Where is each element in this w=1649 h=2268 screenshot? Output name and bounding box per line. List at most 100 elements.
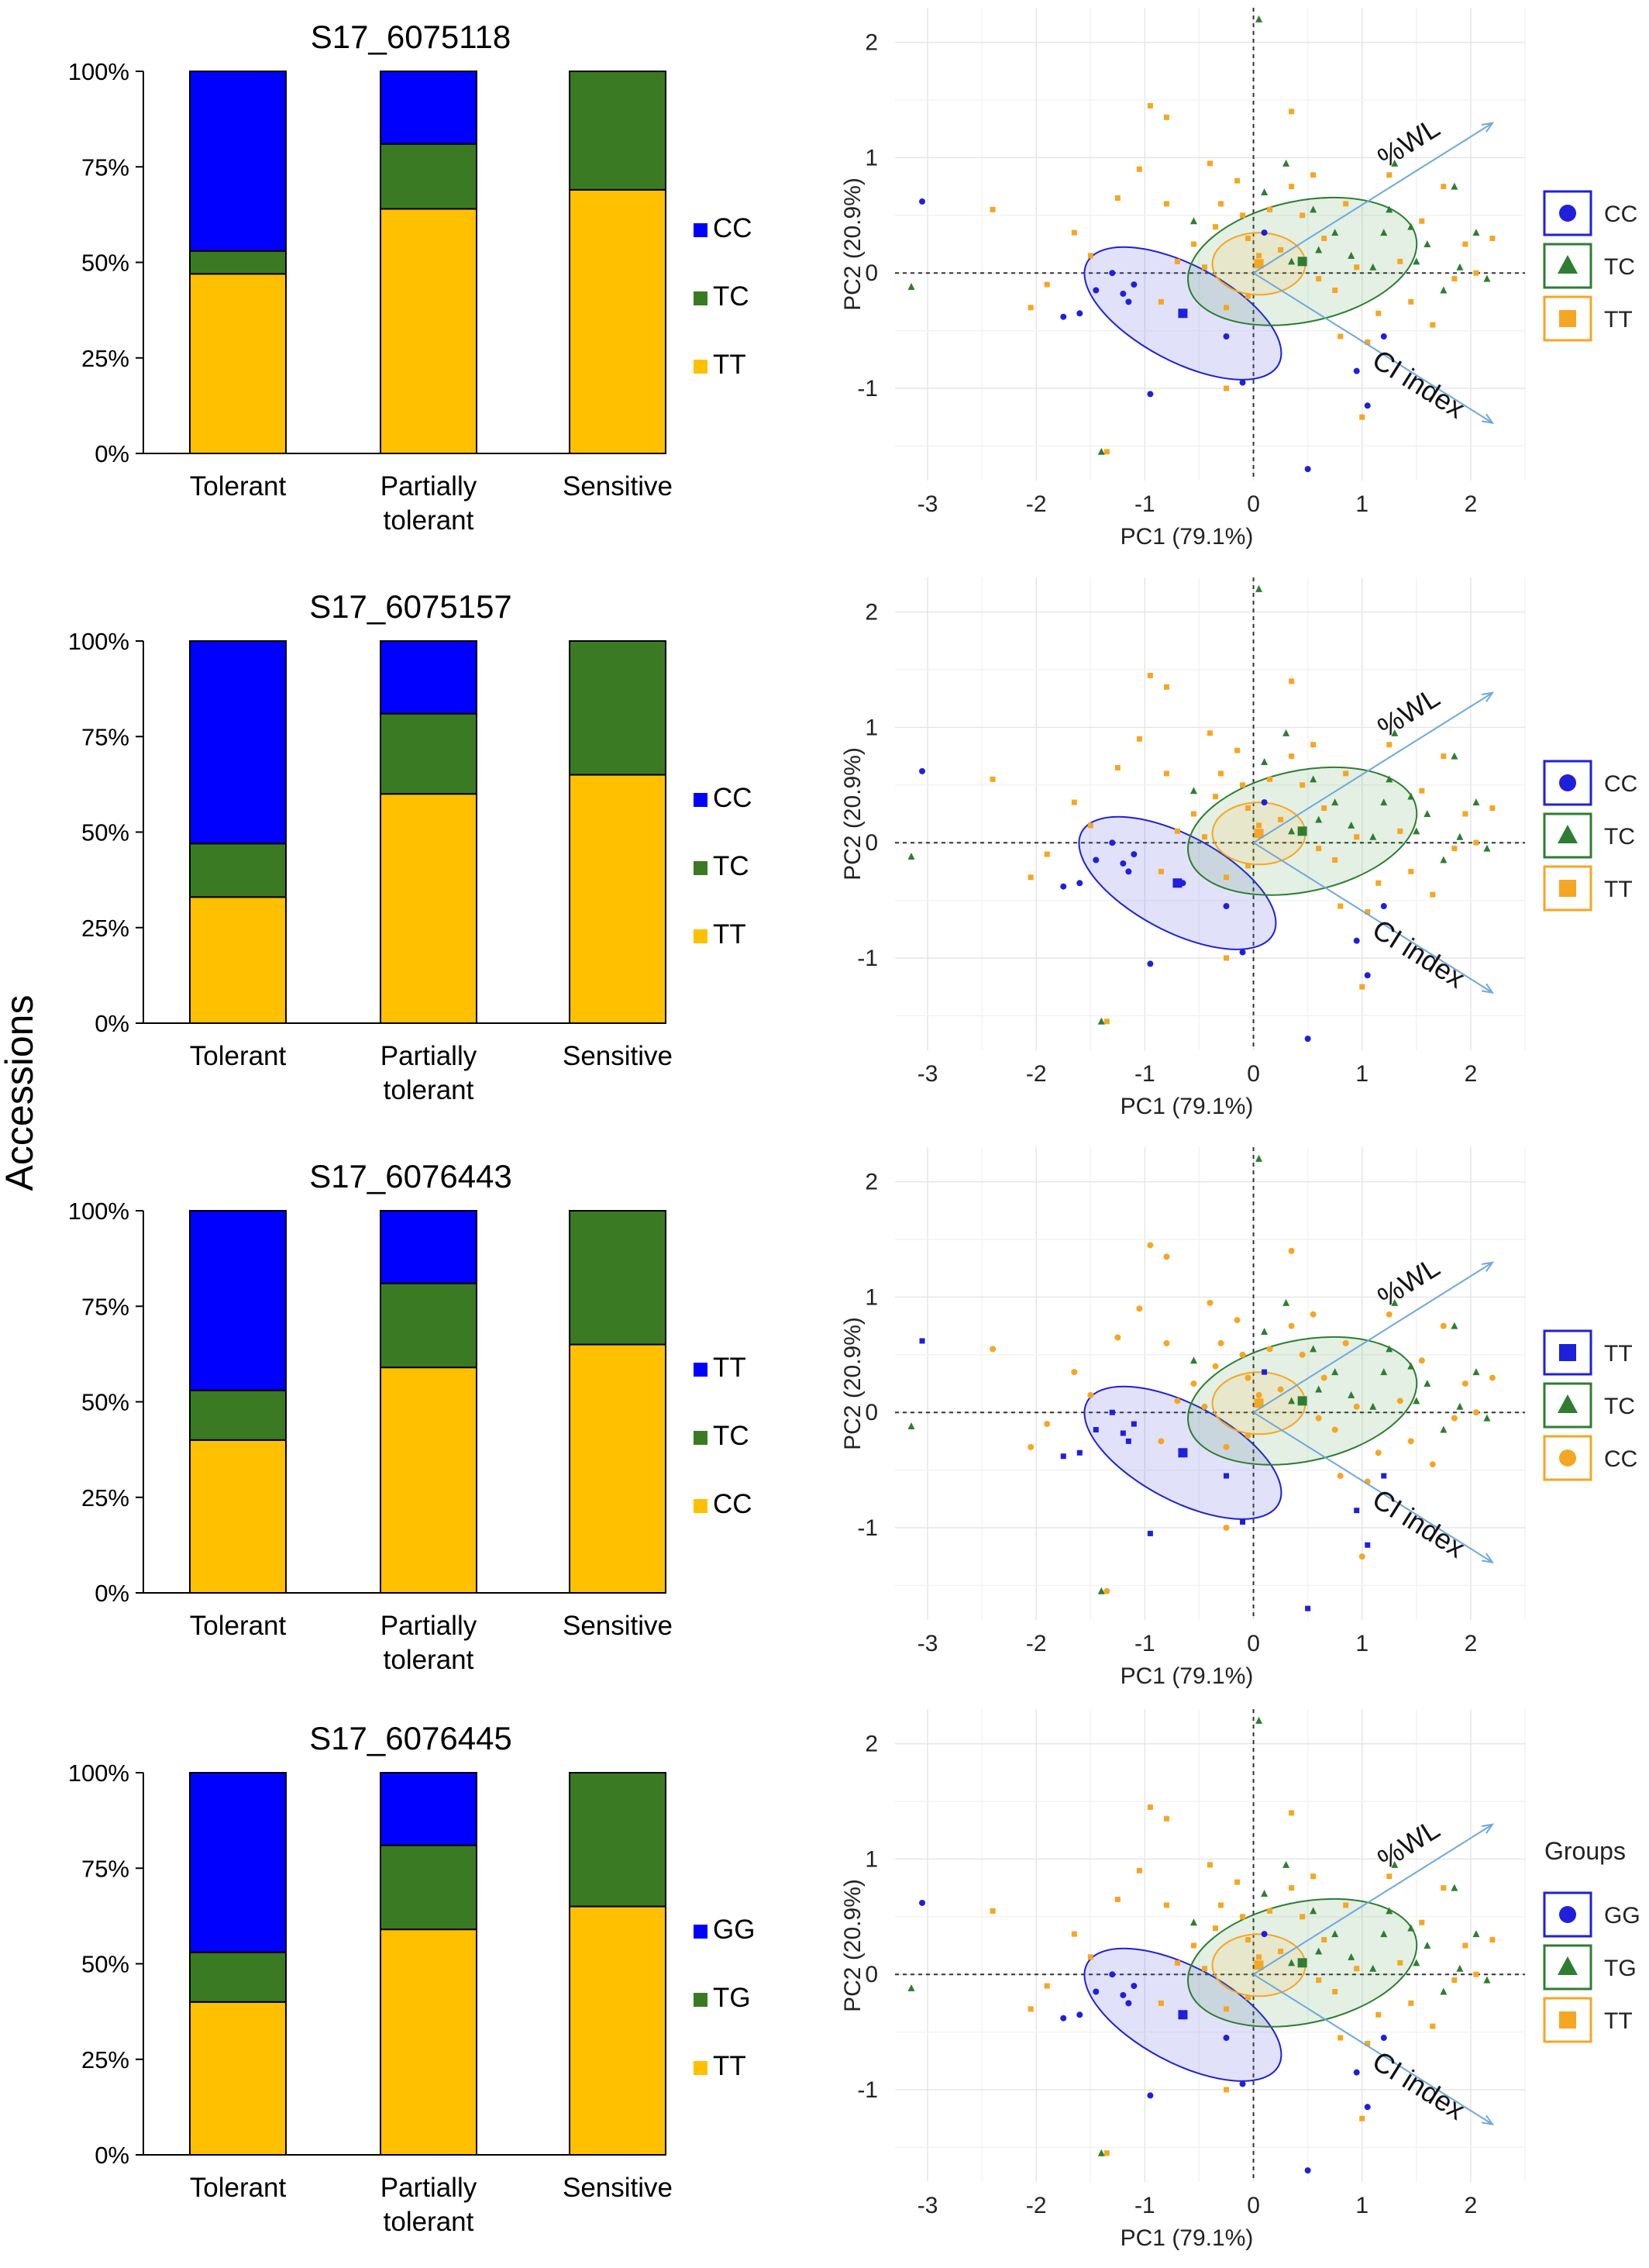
y-tick-label: 100% (68, 58, 129, 85)
data-point-orange (1358, 1553, 1365, 1560)
category-label: Tolerant (190, 2173, 287, 2203)
data-point-orange (1267, 1908, 1273, 1914)
arrow-head (1481, 2115, 1495, 2125)
data-point-orange (1256, 1954, 1262, 1960)
arrow-head (1481, 1823, 1495, 1834)
data-point-green (1310, 1345, 1317, 1353)
data-point-orange (1158, 2000, 1164, 2006)
data-point-orange (1234, 1317, 1241, 1324)
data-point-orange (1365, 2040, 1371, 2046)
data-point-blue (1381, 1473, 1387, 1479)
data-point-orange (1451, 846, 1458, 852)
x-tick-label: 1 (1355, 1631, 1368, 1656)
arrow-label: CI index (1367, 913, 1471, 994)
data-point-orange (1310, 1311, 1317, 1318)
data-point-green (1097, 447, 1105, 455)
data-point-green (1407, 792, 1415, 800)
data-point-green (1472, 1930, 1480, 1938)
data-point-orange (1234, 747, 1241, 753)
data-point-orange (1441, 1885, 1447, 1891)
data-point-orange (1337, 1473, 1344, 1480)
y-tick-label: 2 (865, 1170, 878, 1195)
data-point-orange (1163, 114, 1169, 120)
data-point-orange (1316, 846, 1322, 852)
data-point-blue (1239, 2080, 1246, 2087)
y-tick-label: 0 (865, 1400, 878, 1425)
data-point-blue (1223, 2035, 1230, 2042)
data-point-blue (1262, 1369, 1268, 1375)
group-centroid-TC (1297, 257, 1307, 267)
legend-marker (1559, 310, 1576, 327)
data-point-orange (1408, 2000, 1414, 2006)
data-point-blue (1093, 857, 1100, 863)
data-point-orange (1408, 868, 1414, 874)
data-point-green (1189, 217, 1197, 225)
x-tick-label: -3 (917, 491, 938, 517)
data-point-blue (1261, 1931, 1268, 1938)
legend-label: TC (713, 851, 749, 881)
chart-title: S17_6075157 (309, 588, 512, 625)
bar-segment-TC (569, 1210, 666, 1346)
data-point-orange (1174, 258, 1180, 264)
data-point-orange (1461, 1380, 1468, 1387)
data-point-blue (1093, 1988, 1100, 1995)
bar-segment-TC (380, 712, 477, 795)
data-point-blue (1076, 2011, 1083, 2018)
bar-segment-TC (569, 71, 666, 191)
data-point-green (1451, 1322, 1458, 1329)
data-point-orange (1071, 799, 1077, 805)
data-point-blue (1120, 290, 1127, 297)
data-point-orange (1288, 1322, 1295, 1329)
y-tick-label: -1 (857, 2077, 878, 2103)
arrow-label: %WL (1372, 681, 1445, 743)
data-point-orange (1386, 172, 1393, 178)
bar-segment-TT (569, 188, 666, 455)
data-point-orange (1163, 201, 1169, 207)
y-tick-label: 50% (81, 1951, 129, 1978)
category-label: Tolerant (190, 1611, 287, 1641)
group-centroid-TG (1297, 1958, 1307, 1968)
data-point-orange (1240, 1914, 1246, 1920)
data-point-blue (1120, 1991, 1127, 1998)
legend-label: TT (713, 919, 746, 950)
bar-segment-TT (189, 273, 287, 455)
legend-label: TT (713, 2051, 746, 2081)
x-axis-label: PC1 (79.1%) (1121, 1094, 1254, 1119)
bar-segment-TC (380, 1282, 477, 1369)
bar-segment-TT (380, 1210, 477, 1284)
legend-swatch (694, 2061, 707, 2075)
x-tick-label: 2 (1465, 1061, 1478, 1087)
legend-label: TT (713, 1353, 746, 1383)
y-axis-label: PC2 (20.9%) (840, 1317, 866, 1450)
y-axis-label: PC2 (20.9%) (840, 747, 866, 881)
data-point-green (1315, 1947, 1323, 1955)
data-point-orange (1044, 1983, 1050, 1989)
category-label: Tolerant (190, 471, 287, 502)
data-point-orange (1163, 1815, 1169, 1822)
data-point-orange (1044, 1421, 1051, 1428)
bar-segment-GG (380, 1772, 477, 1846)
data-point-orange (1300, 1914, 1306, 1920)
data-point-green (1413, 827, 1420, 835)
y-tick-label: 2 (865, 30, 878, 56)
y-tick-label: 1 (865, 1846, 878, 1872)
legend-marker (1558, 825, 1578, 843)
data-point-blue (1364, 402, 1371, 409)
legend-label: TT (1604, 877, 1633, 902)
data-point-blue (1125, 1438, 1131, 1444)
data-point-orange (1245, 293, 1251, 299)
bar-segment-CC (380, 71, 477, 145)
y-tick-label: 50% (81, 250, 129, 277)
data-point-blue (919, 1338, 925, 1344)
data-point-orange (1473, 270, 1479, 276)
data-point-orange (1473, 839, 1479, 846)
group-centroid-TT (1254, 1960, 1264, 1970)
data-point-green (1424, 1380, 1431, 1387)
y-tick-label: 75% (81, 723, 129, 750)
data-point-green (1255, 15, 1263, 22)
data-point-blue (1354, 1508, 1360, 1514)
data-point-green (1189, 1918, 1197, 1926)
data-point-orange (1212, 1363, 1219, 1370)
x-tick-label: -1 (1134, 1631, 1155, 1656)
data-point-green (1456, 832, 1464, 840)
